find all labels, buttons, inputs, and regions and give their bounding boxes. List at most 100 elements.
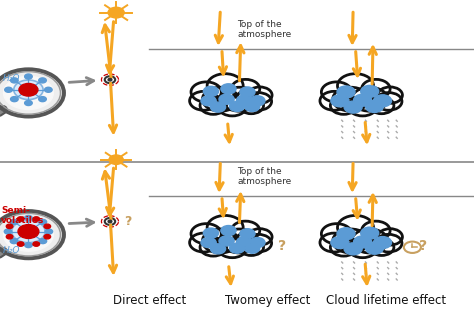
Circle shape [14,80,43,100]
Circle shape [25,243,32,248]
Circle shape [0,211,64,258]
Circle shape [6,224,13,229]
Circle shape [39,238,46,243]
Circle shape [344,243,362,255]
Circle shape [12,220,45,243]
Circle shape [237,95,252,105]
Circle shape [321,82,352,102]
Circle shape [375,234,402,252]
Circle shape [33,217,39,221]
Circle shape [245,93,272,110]
Circle shape [39,220,46,225]
Circle shape [10,220,18,225]
Circle shape [4,229,12,234]
Circle shape [362,221,390,240]
Circle shape [352,229,388,253]
Circle shape [337,86,355,98]
Circle shape [240,229,255,239]
Circle shape [218,239,246,258]
Circle shape [18,217,24,221]
Circle shape [210,244,226,254]
Circle shape [202,87,238,111]
Circle shape [200,97,227,114]
Circle shape [10,238,18,243]
Circle shape [365,100,383,112]
Circle shape [221,226,236,236]
Circle shape [361,227,379,239]
Circle shape [374,95,392,107]
Circle shape [404,242,421,253]
Circle shape [218,97,246,116]
Circle shape [19,83,38,96]
Circle shape [247,87,272,103]
Circle shape [250,238,265,248]
Circle shape [44,234,51,239]
Circle shape [239,239,264,255]
Circle shape [44,224,51,229]
Circle shape [229,243,245,253]
Circle shape [108,220,112,223]
Circle shape [378,87,402,103]
Circle shape [354,94,372,106]
Circle shape [320,233,348,252]
Circle shape [203,228,219,238]
Circle shape [10,97,18,102]
Circle shape [109,155,123,164]
Text: Top of the
atmosphere: Top of the atmosphere [237,167,291,186]
Circle shape [333,87,369,111]
Circle shape [245,243,260,253]
Circle shape [0,69,64,117]
Circle shape [33,242,39,246]
Circle shape [365,242,383,254]
Text: Semi-
volatiles: Semi- volatiles [1,206,45,226]
Circle shape [25,100,32,106]
Circle shape [369,239,394,255]
Circle shape [39,97,46,102]
Circle shape [105,218,115,225]
Text: ?: ? [278,239,286,253]
Circle shape [45,87,52,92]
Circle shape [374,237,392,249]
Circle shape [221,84,236,94]
Text: Direct effect: Direct effect [113,294,186,307]
Circle shape [245,234,272,252]
Circle shape [207,74,243,98]
Circle shape [25,74,32,79]
Text: Cloud lifetime effect: Cloud lifetime effect [326,294,447,307]
Circle shape [237,237,252,247]
Circle shape [108,78,112,81]
Circle shape [45,229,53,234]
Circle shape [18,225,39,238]
Text: Top of the
atmosphere: Top of the atmosphere [237,20,291,39]
Circle shape [190,233,218,252]
Circle shape [250,96,265,106]
Circle shape [3,218,53,251]
Circle shape [190,91,218,110]
Circle shape [203,86,219,96]
Circle shape [201,96,216,106]
Circle shape [333,229,369,253]
Circle shape [6,234,13,239]
Text: ?: ? [124,215,132,228]
Circle shape [3,77,53,110]
Circle shape [247,229,272,245]
Circle shape [245,101,260,112]
Circle shape [105,76,115,83]
Text: Twomey effect: Twomey effect [225,294,310,307]
Circle shape [219,94,234,104]
Circle shape [331,237,349,249]
Circle shape [202,229,238,253]
Circle shape [352,87,388,111]
Circle shape [39,78,46,83]
Circle shape [378,229,402,245]
Circle shape [362,79,390,98]
Circle shape [239,97,264,114]
Circle shape [348,239,377,258]
Circle shape [231,79,260,98]
Circle shape [221,87,257,111]
Circle shape [219,236,234,246]
Circle shape [330,97,357,114]
Circle shape [201,238,216,248]
Circle shape [210,102,226,112]
Circle shape [320,91,348,110]
